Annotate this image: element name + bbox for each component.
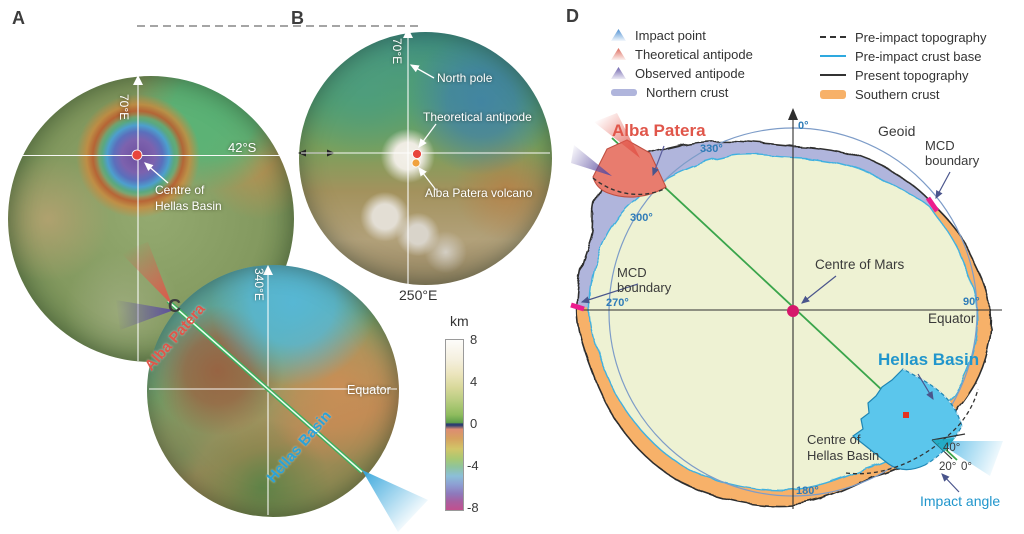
latitude-label-a: 42°S <box>228 140 257 155</box>
legend-item-southern-crust: Southern crust <box>820 86 987 102</box>
legend-label: Impact point <box>635 27 706 43</box>
impact-angle-label: Impact angle <box>920 493 1001 509</box>
north-pole-label: North pole <box>437 71 493 85</box>
impact-angle-40-label: 40° <box>943 442 961 454</box>
colorbar-tick-8: 8 <box>470 332 478 347</box>
observed-antipode-marker-d <box>571 145 612 176</box>
northern-crust-swatch <box>611 88 637 96</box>
pre-impact-crust-base-line <box>589 153 979 492</box>
colorbar-tick-neg4: -4 <box>467 458 479 473</box>
legend-label: Observed antipode <box>635 65 745 81</box>
mcd-boundary-right-line2: boundary <box>925 153 980 168</box>
hellas-centre-caption-a-line2: Hellas Basin <box>155 199 222 213</box>
legend-label: Theoretical antipode <box>635 46 753 62</box>
theoretical-antipode-label-b: Theoretical antipode <box>423 110 532 124</box>
mcd-boundary-right-line1: MCD <box>925 138 955 153</box>
southern-crust-swatch <box>820 89 846 99</box>
centre-of-mars-dot <box>787 305 799 317</box>
meridian-label-a: 70°E <box>117 94 131 121</box>
deg-0-label: 0° <box>798 120 809 132</box>
impact-angle-20-label: 20° <box>939 461 957 473</box>
meridian-label-c: 340°E <box>252 268 266 301</box>
mcd-boundary-tick-right <box>925 196 940 213</box>
legend-label: Northern crust <box>646 84 729 100</box>
mcd-boundary-left-line2: boundary <box>617 280 672 295</box>
legend-item-northern-crust: Northern crust <box>611 84 753 100</box>
impact-point-icon <box>611 29 626 41</box>
black-line-icon <box>820 74 846 76</box>
legend-label: Pre-impact topography <box>855 29 987 45</box>
alba-patera-label-d: Alba Patera <box>612 121 706 140</box>
panel-c-label: C <box>168 296 181 316</box>
deg-90-label: 90° <box>963 296 980 308</box>
mcd-boundary-left-line1: MCD <box>617 265 647 280</box>
alba-volcano-label-b: Alba Patera volcano <box>425 186 533 200</box>
legend-item-pre-impact-crust-base: Pre-impact crust base <box>820 48 987 64</box>
alba-patera-wedge <box>592 139 667 198</box>
impact-transect-line-d <box>611 137 958 461</box>
elevation-colorbar <box>445 339 464 511</box>
equator-label-d: Equator <box>928 311 976 326</box>
geoid-label: Geoid <box>878 123 916 139</box>
dashed-line-icon <box>820 36 846 38</box>
deg-300-label: 300° <box>630 212 653 224</box>
centre-of-mars-label: Centre of Mars <box>815 257 905 272</box>
meridian-label-b: 70°E <box>390 38 404 65</box>
diagram-axes <box>582 108 1002 509</box>
impact-angle-0-label: 0° <box>961 461 972 473</box>
geoid-circle <box>608 127 978 497</box>
legend-item-theoretical-antipode: Theoretical antipode <box>611 46 753 62</box>
legend-label: Present topography <box>855 67 969 83</box>
legend-item-impact-point: Impact point <box>611 27 753 43</box>
panel-d-label: D <box>566 6 579 26</box>
mars-globe-b <box>299 32 552 285</box>
mcd-boundary-tick-left <box>570 302 585 312</box>
legend-label: Pre-impact crust base <box>855 48 982 64</box>
equator-label-c: Equator <box>347 383 391 397</box>
legend-item-observed-antipode: Observed antipode <box>611 65 753 81</box>
legend-label: Southern crust <box>855 86 940 102</box>
centre-of-hellas-label-line1: Centre of <box>807 432 861 447</box>
hellas-basin-label-d: Hellas Basin <box>878 350 980 369</box>
colorbar-tick-neg8: -8 <box>467 500 479 515</box>
panel-b-label: B <box>291 8 304 28</box>
legend-item-pre-impact-topography: Pre-impact topography <box>820 29 987 45</box>
legend-lines-column: Pre-impact topography Pre-impact crust b… <box>820 29 987 102</box>
colorbar-tick-0: 0 <box>470 416 478 431</box>
centre-of-hellas-label-line2: Hellas Basin <box>807 448 880 463</box>
bottom-meridian-label-b: 250°E <box>399 287 438 303</box>
legend-item-present-topography: Present topography <box>820 67 987 83</box>
deg-270-label: 270° <box>606 297 629 309</box>
legend-markers-column: Impact point Theoretical antipode Observ… <box>611 27 753 100</box>
colorbar-unit-label: km <box>450 313 469 329</box>
theoretical-antipode-icon <box>611 48 626 60</box>
deg-330-label: 330° <box>700 143 723 155</box>
impact-point-marker-c <box>362 470 428 532</box>
cyan-line-icon <box>820 55 846 57</box>
hellas-centre-caption-a-line1: Centre of <box>155 183 205 197</box>
deg-180-label: 180° <box>796 485 819 497</box>
panel-a-label: A <box>12 8 25 28</box>
colorbar-tick-4: 4 <box>470 374 478 389</box>
observed-antipode-icon <box>611 67 626 79</box>
hellas-centre-dot-d <box>903 412 909 418</box>
dark-annotation-arrows <box>580 145 960 493</box>
